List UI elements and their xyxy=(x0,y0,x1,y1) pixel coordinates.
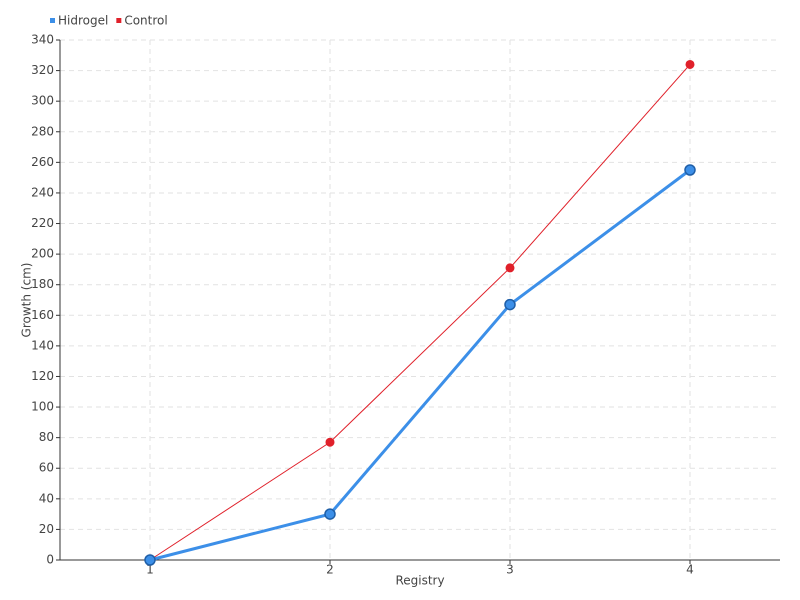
y-tick-label: 320 xyxy=(31,63,54,77)
y-tick-label: 220 xyxy=(31,216,54,230)
y-tick-label: 80 xyxy=(39,430,54,444)
y-tick-label: 240 xyxy=(31,185,54,199)
y-tick-label: 160 xyxy=(31,308,54,322)
data-point xyxy=(324,508,336,520)
x-tick-label: 4 xyxy=(686,563,694,577)
y-tick-label: 340 xyxy=(31,33,54,47)
y-tick-label: 180 xyxy=(31,277,54,291)
data-point xyxy=(325,437,335,447)
x-tick-label: 3 xyxy=(506,563,514,577)
y-tick-label: 120 xyxy=(31,369,54,383)
data-point xyxy=(684,164,696,176)
legend-swatch xyxy=(50,18,55,23)
y-tick-label: 300 xyxy=(31,94,54,108)
y-tick-label: 140 xyxy=(31,338,54,352)
data-point xyxy=(505,263,515,273)
series-line xyxy=(149,64,691,561)
legend-label: Control xyxy=(124,14,167,28)
x-tick-label: 2 xyxy=(326,563,334,577)
y-tick-label: 40 xyxy=(39,491,54,505)
data-point xyxy=(685,59,695,69)
y-tick-label: 60 xyxy=(39,461,54,475)
y-tick-label: 20 xyxy=(39,522,54,536)
legend-swatch xyxy=(116,18,122,23)
data-point xyxy=(144,554,156,566)
legend-label: Hidrogel xyxy=(58,14,108,28)
x-axis-label: Registry xyxy=(395,574,444,588)
y-tick-label: 200 xyxy=(31,247,54,261)
y-tick-label: 280 xyxy=(31,124,54,138)
series-line xyxy=(149,168,691,562)
y-tick-label: 260 xyxy=(31,155,54,169)
x-tick-label: 1 xyxy=(146,563,154,577)
y-tick-label: 100 xyxy=(31,400,54,414)
data-point xyxy=(504,298,516,311)
y-axis-label: Growth (cm) xyxy=(20,263,34,338)
y-tick-label: 0 xyxy=(46,553,54,567)
